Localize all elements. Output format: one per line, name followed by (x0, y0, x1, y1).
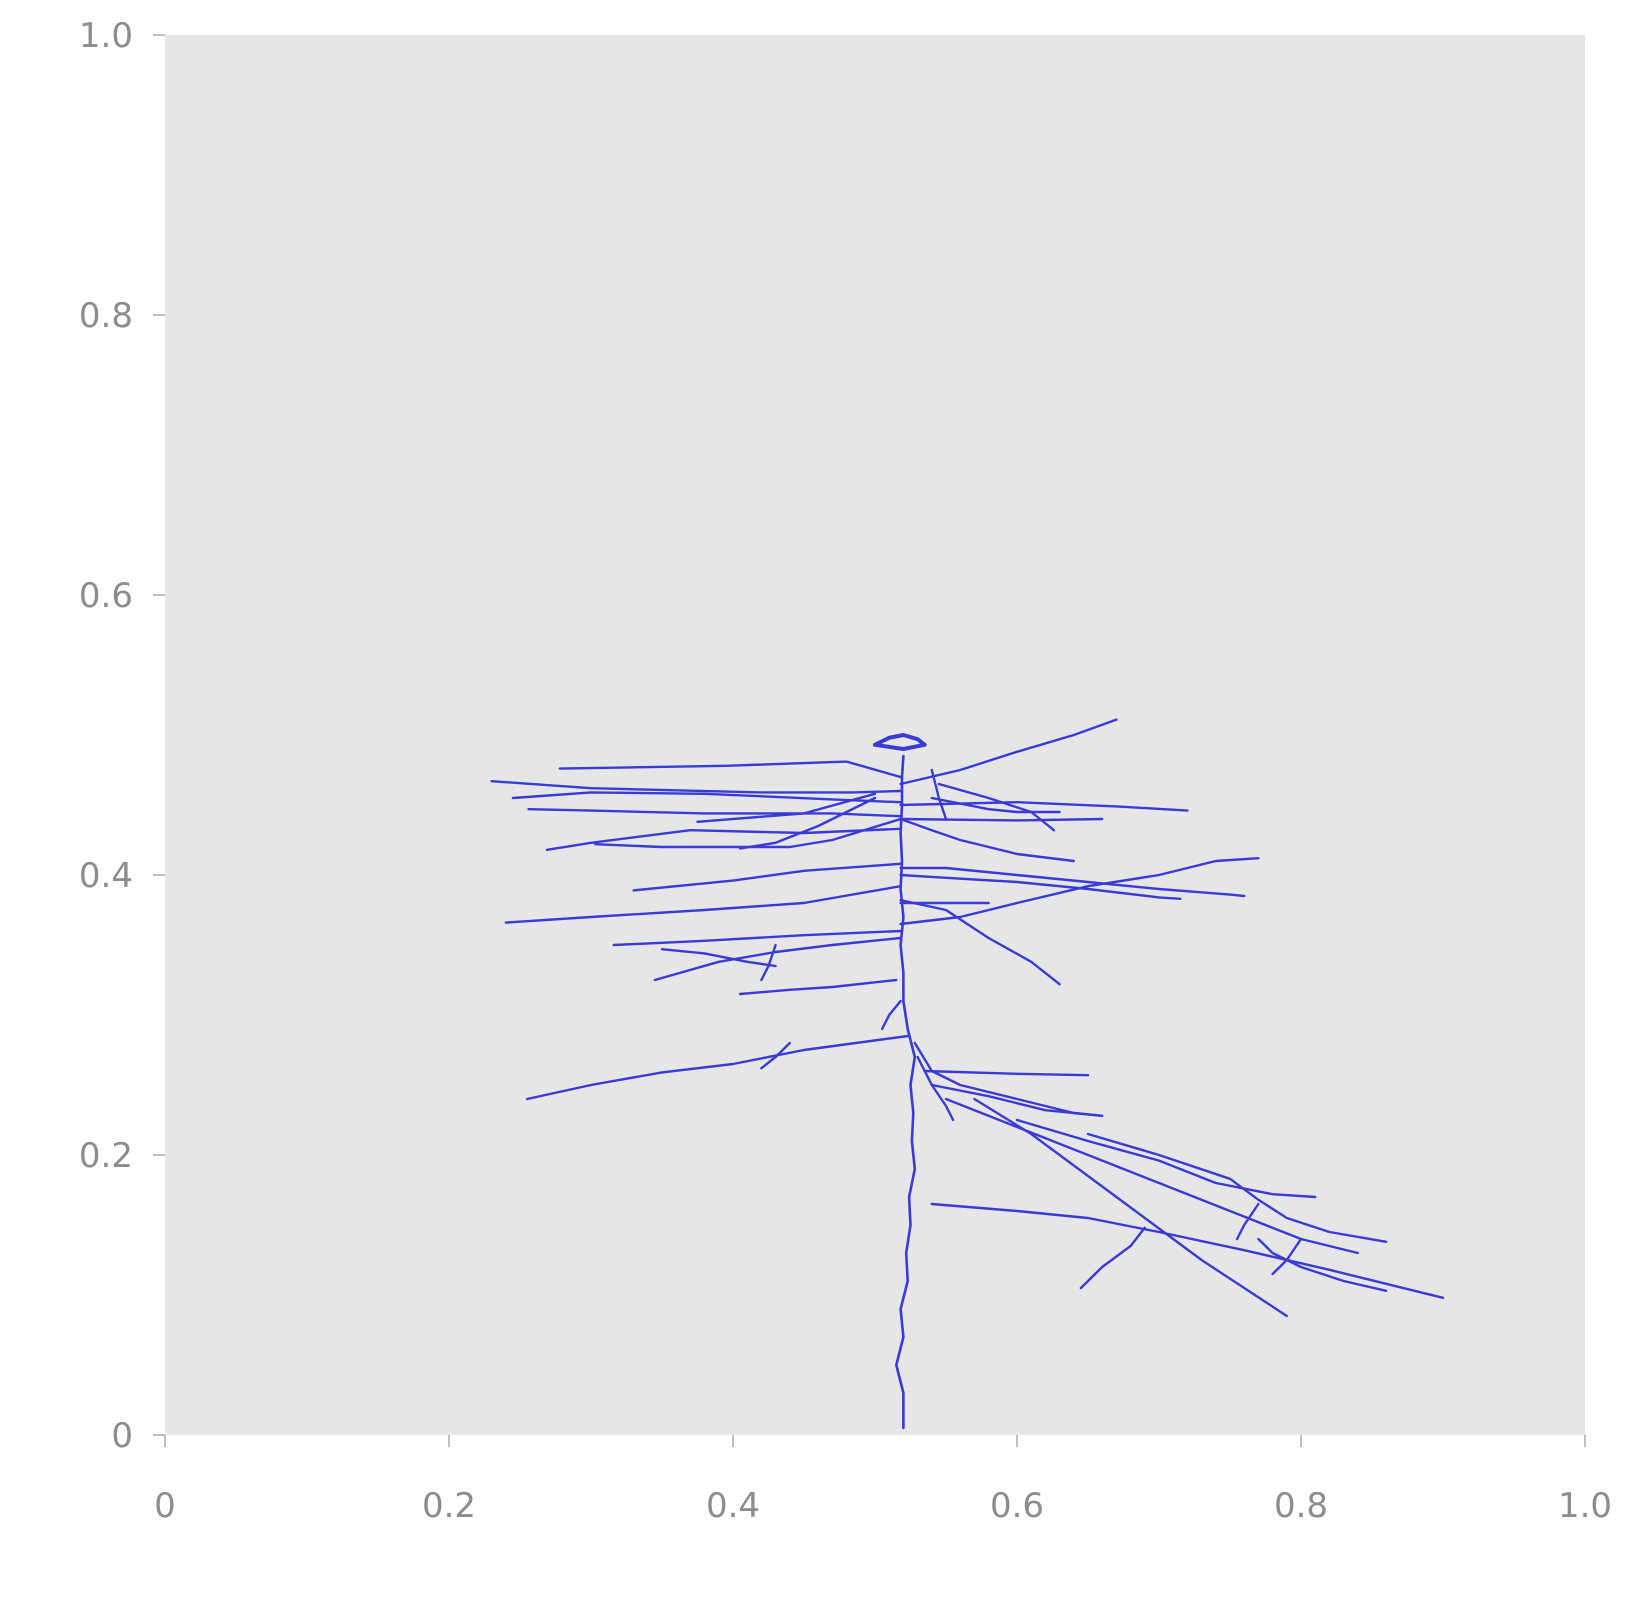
trace-segment (930, 1202, 1445, 1299)
trace-segment (899, 817, 1075, 863)
trace-segment (899, 899, 1061, 986)
trace-segment (1015, 1118, 1317, 1199)
trace-segment (899, 718, 1118, 786)
trace-segment (653, 936, 902, 982)
y-axis: 0 0.2 0.4 0.6 0.8 1.0 (79, 16, 165, 1456)
x-tick-label: 0.8 (1274, 1486, 1328, 1526)
trace-segment (899, 866, 1246, 898)
trace-segment (760, 943, 777, 982)
trace-segment (937, 782, 1056, 832)
y-tick-label: 0.2 (79, 1136, 133, 1176)
x-tick-label: 0.2 (422, 1486, 476, 1526)
x-tick-label: 0.6 (990, 1486, 1044, 1526)
x-tick-label: 0 (154, 1486, 176, 1526)
trace-segment (738, 978, 898, 996)
trace-group (490, 718, 1445, 1430)
trace-segment (1235, 1202, 1260, 1241)
trace-segment (490, 780, 902, 794)
trace-segment (930, 796, 1061, 814)
trace-segment (558, 760, 902, 779)
trace-segment (880, 999, 902, 1031)
trace-segment (504, 885, 902, 924)
trace-segment (930, 768, 948, 821)
trace-segment (899, 873, 1182, 900)
trace-loop (873, 733, 927, 751)
y-tick-label: 1.0 (79, 16, 133, 56)
trace-segment (1271, 1237, 1303, 1276)
x-axis: 0 0.2 0.4 0.6 0.8 1.0 (154, 1435, 1612, 1526)
trace-segment (1257, 1237, 1388, 1292)
trace-segment (923, 1069, 1090, 1077)
trace-segment (660, 948, 777, 968)
y-tick-label: 0 (111, 1416, 133, 1456)
trace-segment (696, 792, 877, 823)
y-tick-label: 0.6 (79, 576, 133, 616)
trace-segment (760, 1041, 791, 1070)
trace-segment (895, 754, 917, 1430)
trace-segment (973, 1097, 1288, 1318)
trace-segment (899, 857, 1260, 926)
trace-segment (545, 827, 902, 851)
plot-background (165, 35, 1585, 1435)
trace-segment (632, 862, 902, 892)
trace-segment (1079, 1226, 1146, 1290)
trace-segment (916, 1055, 955, 1122)
trace-segment (738, 796, 877, 850)
trace-segment (930, 1083, 1104, 1117)
trace-segment (1086, 1132, 1388, 1243)
trace-segment (899, 817, 1104, 822)
x-tick-label: 1.0 (1558, 1486, 1612, 1526)
x-tick-label: 0.4 (706, 1486, 760, 1526)
y-tick-label: 0.8 (79, 296, 133, 336)
y-tick-label: 0.4 (79, 856, 133, 896)
trace-segment (525, 1034, 909, 1101)
trace-segment (612, 929, 902, 947)
trace-segment (594, 817, 902, 849)
trace-segment (527, 808, 902, 818)
